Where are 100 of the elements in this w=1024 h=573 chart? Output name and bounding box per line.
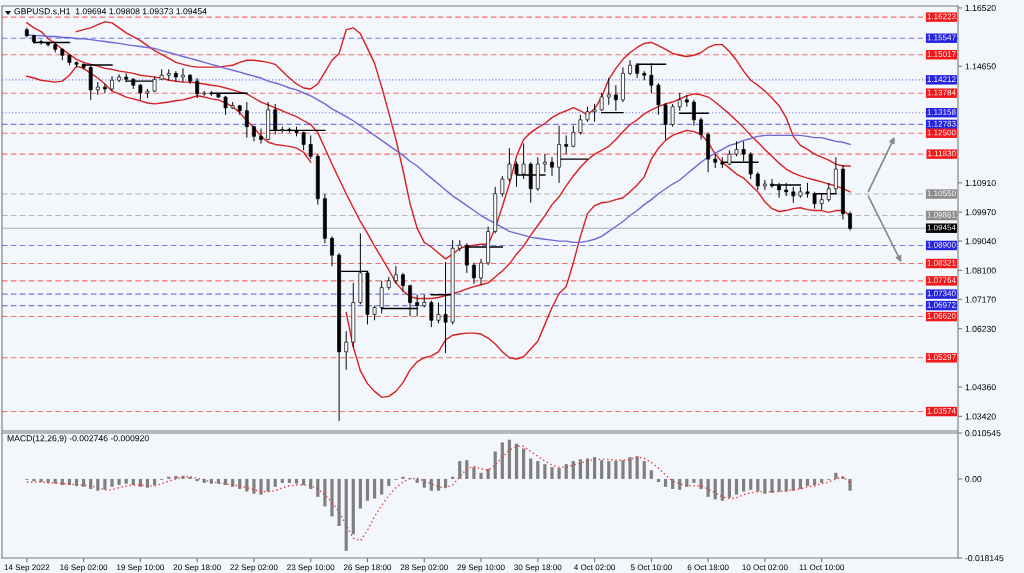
candlestick	[564, 134, 569, 155]
y-tick-label: 1.07170	[965, 296, 996, 303]
bar	[365, 478, 370, 501]
bar	[805, 478, 810, 486]
bar	[316, 478, 320, 497]
bar	[344, 478, 348, 551]
chart-title: MACD(12,26,9) -0.002746 -0.000920	[7, 435, 149, 444]
candlestick	[301, 131, 306, 151]
bar	[110, 478, 114, 487]
bar	[32, 478, 36, 482]
bar	[259, 478, 263, 495]
bar	[266, 478, 270, 492]
y-tick-label: 1.06230	[965, 325, 996, 332]
candlestick	[429, 300, 434, 328]
y-tick-label: 0.010545	[965, 430, 1001, 437]
candlestick	[521, 143, 526, 180]
ref-line-label: 1.09861	[927, 211, 956, 218]
bar	[429, 478, 433, 491]
y-tick-label: 1.14650	[965, 63, 996, 70]
candlestick	[848, 210, 852, 231]
candlestick	[173, 70, 178, 83]
bar	[507, 439, 512, 479]
bar	[138, 478, 142, 487]
bar	[536, 461, 540, 479]
candlestick	[259, 128, 263, 144]
bar	[465, 460, 469, 479]
y-tick-label: 0.00	[965, 476, 982, 483]
bar	[82, 478, 86, 487]
candlestick	[195, 77, 200, 99]
bar	[472, 467, 476, 479]
candlestick	[436, 302, 441, 324]
candlestick	[330, 235, 334, 267]
candlestick	[613, 84, 618, 112]
candlestick	[606, 77, 611, 106]
bar	[663, 478, 668, 487]
bar	[351, 478, 355, 535]
ref-line-label: 1.07764	[927, 277, 956, 284]
x-tick-label: 11 Oct 10:00	[799, 564, 845, 571]
bar	[387, 478, 391, 486]
bar	[330, 478, 334, 517]
x-tick-label: 23 Sep 10:00	[287, 564, 335, 572]
candlestick	[401, 272, 405, 293]
bar	[635, 456, 639, 479]
ref-line-label: 1.16223	[927, 13, 956, 20]
bar	[642, 461, 646, 479]
bar	[529, 458, 533, 479]
bar	[550, 467, 554, 479]
x-tick-label: 19 Sep 10:00	[117, 564, 165, 572]
bar	[600, 460, 604, 479]
bar	[812, 478, 817, 486]
candlestick	[393, 265, 398, 285]
x-tick-label: 10 Oct 02:00	[742, 564, 788, 571]
bar	[834, 472, 838, 479]
x-tick-label: 14 Sep 2022	[4, 564, 50, 572]
bar	[500, 442, 504, 479]
line-series	[26, 33, 851, 244]
bar	[692, 478, 696, 483]
bar	[514, 443, 519, 479]
bar	[252, 478, 256, 494]
candlestick	[507, 147, 512, 183]
ref-line-label: 1.08321	[927, 259, 956, 266]
bar	[294, 478, 299, 484]
x-tick-label: 6 Oct 18:00	[687, 564, 729, 571]
bar	[713, 478, 717, 500]
bar	[791, 478, 795, 491]
bar	[422, 478, 426, 488]
x-tick-label: 29 Sep 10:00	[457, 564, 505, 572]
bar	[848, 478, 852, 491]
bar	[777, 478, 781, 492]
bar	[302, 478, 306, 486]
candlestick	[699, 117, 703, 140]
x-tick-label: 28 Sep 02:00	[400, 564, 448, 572]
y-tick-label: 1.16520	[965, 4, 996, 12]
candlestick	[500, 175, 505, 198]
candlestick	[102, 83, 107, 94]
candlestick	[344, 330, 349, 371]
bar	[656, 478, 661, 482]
ref-line-label: 1.06620	[927, 313, 956, 319]
bar	[557, 468, 561, 479]
bar	[415, 478, 419, 483]
candlestick	[692, 99, 696, 127]
x-tick-label: 30 Sep 18:00	[514, 564, 562, 572]
bar	[60, 478, 64, 486]
ref-line-label: 1.05297	[927, 354, 956, 360]
candlestick	[273, 103, 278, 135]
bar	[749, 478, 753, 490]
candlestick	[479, 258, 483, 286]
bar	[372, 478, 377, 499]
bar	[564, 464, 568, 479]
candlestick	[550, 156, 554, 177]
bar	[614, 461, 618, 479]
bar	[273, 478, 277, 487]
candlestick	[244, 101, 249, 139]
bar	[756, 478, 760, 492]
x-tick-label: 22 Sep 02:00	[230, 564, 278, 572]
y-tick-label: 1.10910	[965, 179, 996, 186]
bar	[543, 464, 547, 479]
bar	[436, 478, 441, 491]
bar	[742, 478, 746, 492]
bar	[699, 478, 703, 489]
